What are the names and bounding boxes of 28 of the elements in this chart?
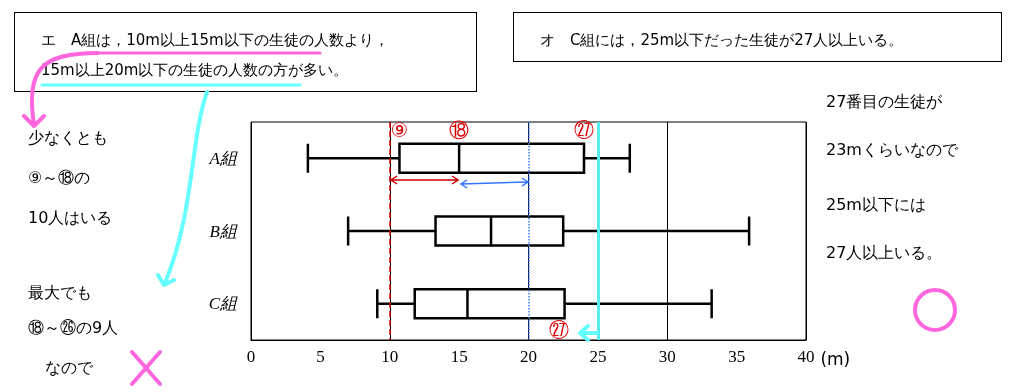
x-tick-label: 25 (589, 347, 607, 366)
annotation: ⑨ (390, 118, 409, 143)
text: 最大でも (28, 283, 92, 303)
text: 25m以下には (826, 195, 926, 215)
annotation: ⑱ (449, 118, 470, 143)
y-tick-label: B組 (209, 221, 238, 241)
annotation: ㉗ (574, 118, 594, 143)
annotation: ㉗ (548, 317, 569, 342)
text: オ C組には，25m以下だった生徒が27人以上いる。 (513, 12, 1002, 62)
y-tick-label: A組 (208, 148, 238, 168)
x-tick-label: 0 (246, 347, 256, 366)
text: ⑱～㉖の9人 (28, 318, 119, 338)
x-tick-label: 20 (520, 347, 537, 366)
x-tick-label: 5 (316, 347, 325, 366)
text: ⑨～⑱の (28, 168, 91, 188)
x-tick-label: 10 (381, 347, 399, 366)
x-tick-label: 15 (450, 347, 468, 366)
x-axis-title: (m) (820, 348, 851, 369)
text: 27番目の生徒が (826, 92, 943, 112)
text: なので (45, 358, 93, 378)
x-tick-label: 30 (658, 347, 676, 366)
text: 23mくらいなので (826, 140, 958, 160)
x-tick-label: 35 (728, 347, 746, 366)
y-tick-label: C組 (208, 294, 238, 314)
text: 10人はいる (28, 208, 113, 228)
text: 27人以上いる。 (826, 243, 943, 263)
text: 少なくとも (28, 128, 108, 148)
x-tick-label: 40 (797, 347, 815, 366)
